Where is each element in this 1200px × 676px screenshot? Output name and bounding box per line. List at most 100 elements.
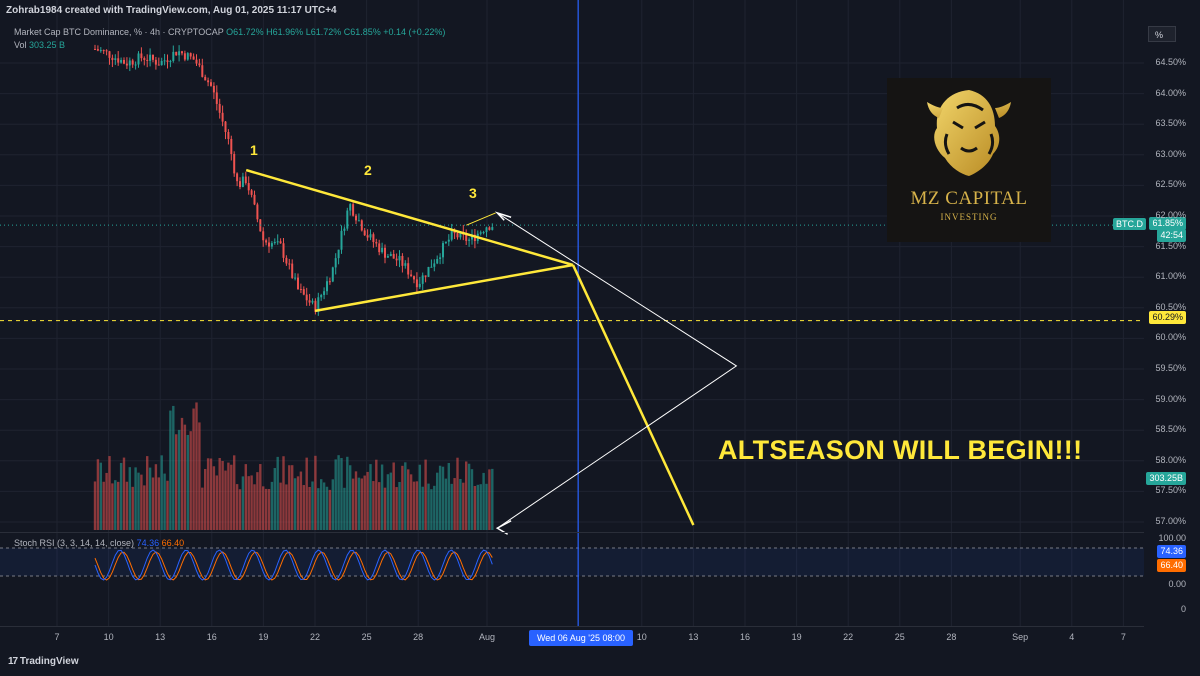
volume-bar (189, 431, 192, 530)
volume-bar (296, 476, 300, 530)
candle-body (169, 60, 172, 62)
volume-bar (334, 459, 337, 530)
candle-body (424, 275, 427, 277)
change-value: +0.14 (+0.22%) (383, 27, 446, 37)
volume-bar (331, 479, 334, 530)
candle-body (207, 80, 210, 83)
volume-bar (267, 488, 271, 530)
tradingview-logo[interactable]: 17 TradingView (8, 656, 79, 667)
volume-bar (285, 484, 288, 530)
candle-body (444, 241, 447, 244)
volume-bar (407, 469, 410, 530)
volume-bar (488, 469, 491, 530)
triangle-lower-line (314, 263, 574, 313)
volume-bar (383, 487, 387, 530)
stoch-d-value: 66.40 (161, 538, 185, 548)
volume-bar (247, 476, 250, 530)
volume-bar (128, 467, 131, 530)
volume-bar (418, 464, 421, 530)
pane-divider[interactable] (0, 532, 1144, 533)
price-tick-label: 63.50% (1155, 118, 1186, 129)
volume-bar (108, 456, 111, 530)
volume-bar (134, 467, 137, 530)
volume-bar (459, 478, 462, 530)
symbol-name[interactable]: Market Cap BTC Dominance, % · 4h · CRYPT… (14, 27, 224, 37)
volume-bar (308, 486, 311, 530)
candle-body (465, 234, 468, 241)
volume-bar (235, 484, 239, 530)
tradingview-icon: 17 (8, 656, 18, 667)
price-tick-label: 62.50% (1155, 179, 1186, 190)
time-tick-label: Aug (478, 632, 495, 642)
price-tick-label: 59.00% (1155, 393, 1186, 404)
candle-body (363, 230, 366, 236)
candle-body (302, 289, 305, 295)
candle-body (320, 294, 323, 298)
percent-scale-button[interactable]: % (1148, 26, 1176, 42)
candle-body (395, 258, 398, 261)
volume-bar (465, 461, 468, 530)
volume-bar (357, 477, 361, 530)
stoch-rsi-title[interactable]: Stoch RSI (3, 3, 14, 14, close) (14, 538, 135, 548)
time-tick-label: 19 (791, 632, 802, 642)
price-tick-label: 64.50% (1155, 57, 1186, 67)
time-tick-label: 7 (1120, 632, 1126, 642)
candle-body (282, 243, 285, 258)
low-value: L61.72% (305, 27, 342, 37)
candle-body (433, 263, 436, 267)
volume-bar (366, 471, 369, 530)
ticker-badge[interactable]: BTC.D (1113, 218, 1146, 230)
volume-bar (227, 462, 230, 530)
candle-body (381, 247, 384, 253)
candle-body (299, 289, 302, 291)
volume-bar (346, 456, 349, 530)
candle-body (160, 60, 163, 66)
time-tick-label: 22 (843, 632, 854, 642)
volume-bar (204, 468, 207, 530)
candle-body (360, 220, 363, 231)
high-value: H61.96% (266, 27, 304, 37)
altseason-annotation: ALTSEASON WILL BEGIN!!! (718, 435, 1083, 465)
candle-body (291, 263, 294, 278)
candle-body (172, 51, 175, 61)
volume-bar (169, 410, 172, 530)
candle-body (198, 63, 201, 66)
volume-bar (322, 482, 326, 530)
volume-bar (409, 474, 413, 530)
candle-body (369, 234, 372, 238)
candle-body (372, 234, 375, 243)
volume-bar (412, 481, 416, 530)
candle-body (415, 279, 418, 288)
candle-body (413, 276, 415, 280)
volume-bar (177, 429, 181, 530)
volume-bar (276, 456, 279, 530)
candle-body (114, 58, 117, 61)
volume-bar (369, 464, 372, 530)
stoch-k-badge: 74.36 (1157, 545, 1186, 558)
candle-body (314, 300, 317, 312)
volume-bar (279, 482, 282, 530)
volume-bar (154, 464, 158, 530)
wave-label-3: 3 (469, 185, 477, 201)
volume-bar (360, 478, 363, 530)
price-tick-label: 64.00% (1155, 87, 1186, 98)
candle-body (459, 232, 462, 238)
time-tick-label: 13 (155, 632, 166, 642)
stoch-d-badge: 66.40 (1157, 559, 1186, 572)
candle-body (189, 53, 192, 57)
last-price-badge: 61.85% (1149, 217, 1186, 230)
candle-body (392, 253, 395, 259)
volume-bar (453, 478, 456, 530)
volume-bar (401, 465, 404, 530)
candle-body (152, 54, 154, 60)
candle-body (120, 59, 123, 63)
candle-body (389, 253, 392, 257)
candle-body (430, 266, 433, 268)
volume-bar (114, 480, 117, 530)
candle-body (244, 176, 247, 184)
volume-bar (102, 481, 105, 530)
candle-body (384, 247, 386, 258)
volume-bar (224, 470, 227, 530)
candle-body (418, 283, 421, 288)
